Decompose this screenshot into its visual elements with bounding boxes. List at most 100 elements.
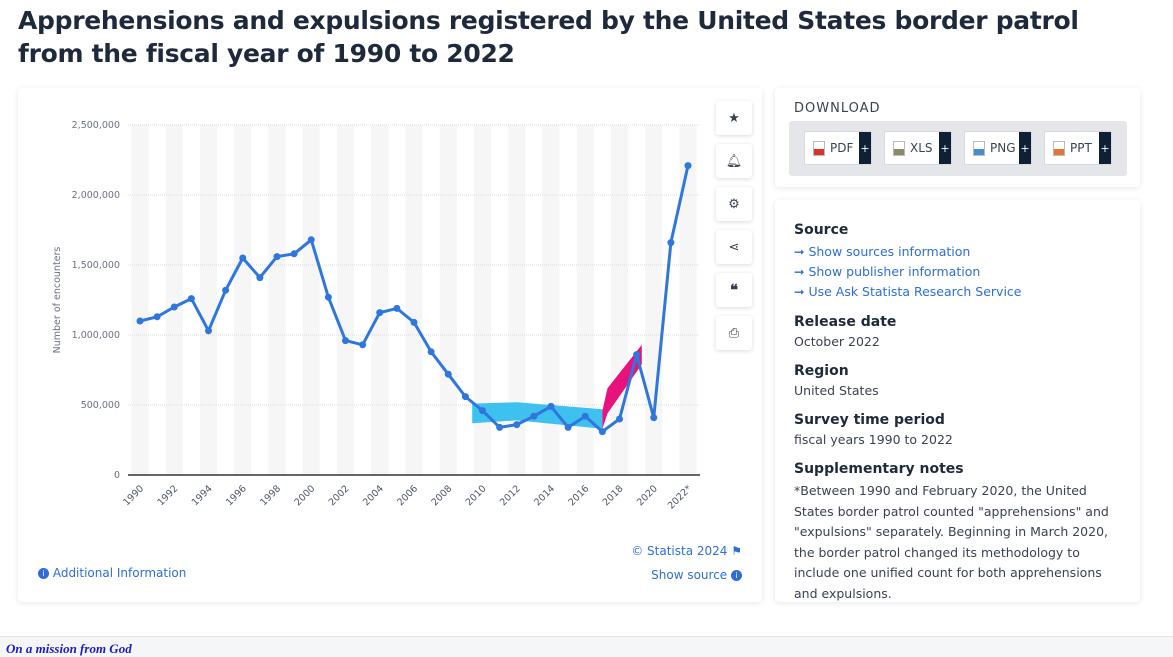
plus-icon[interactable]: + <box>859 132 871 164</box>
data-point <box>359 341 367 349</box>
show-source-link[interactable]: Show source i <box>651 568 742 582</box>
data-point <box>581 412 589 420</box>
x-tick-label: 2000 <box>292 483 317 508</box>
y-tick-label: 0 <box>114 470 120 481</box>
chart-card: 0 500,000 1,000,000 1,500,000 2,000,000 2,500… <box>18 88 762 602</box>
source-title: Source <box>794 222 849 238</box>
y-tick-label: 2,000,000 <box>72 190 120 201</box>
download-png-button[interactable]: PNG + <box>964 131 1032 165</box>
x-tick-label: 2022* <box>666 483 694 511</box>
data-point <box>513 421 521 429</box>
bell-icon[interactable]: 🔔︎ <box>716 144 752 178</box>
data-point <box>256 274 264 282</box>
data-point <box>461 393 469 401</box>
supplementary-notes-title: Supplementary notes <box>794 461 964 477</box>
x-tick-label: 2020 <box>635 483 660 508</box>
grid-band <box>336 125 355 475</box>
download-title: DOWNLOAD <box>794 101 881 116</box>
x-tick-label: 1990 <box>121 483 146 508</box>
plus-icon[interactable]: + <box>1019 132 1031 164</box>
data-point <box>307 236 315 244</box>
show-sources-link[interactable]: ➞ Show sources information <box>794 244 971 259</box>
star-icon[interactable]: ★ <box>716 101 752 135</box>
download-pdf-button[interactable]: PDF + <box>804 131 872 165</box>
grid-band <box>371 125 389 475</box>
grid-band <box>234 125 252 475</box>
data-point <box>393 304 401 312</box>
ppt-file-icon <box>1053 140 1065 156</box>
grid-band <box>679 125 697 475</box>
x-tick-label: 2010 <box>464 483 489 508</box>
grid-band <box>199 125 218 475</box>
data-point <box>222 286 230 294</box>
gear-icon[interactable]: ⚙ <box>716 187 752 221</box>
grid-band <box>473 125 492 475</box>
y-tick-label: 2,500,000 <box>72 120 120 131</box>
data-point <box>187 295 195 303</box>
grid-band <box>508 125 526 475</box>
quote-icon[interactable]: ❝ <box>716 273 752 307</box>
grid-band <box>645 125 663 475</box>
data-point <box>444 370 452 378</box>
data-point <box>667 239 675 247</box>
data-point <box>530 412 538 420</box>
copyright-link[interactable]: © Statista 2024 ⚑ <box>631 544 742 558</box>
x-tick-label: 2016 <box>566 483 591 508</box>
page-title: Apprehensions and expulsions registered … <box>18 6 1079 68</box>
grid-band <box>542 125 560 475</box>
plus-icon[interactable]: + <box>939 132 951 164</box>
line-chart: 0 500,000 1,000,000 1,500,000 2,000,000 2,500… <box>52 120 700 512</box>
link-label: Use Ask Statista Research Service <box>808 284 1022 299</box>
chart-toolbar: ★ 🔔︎ ⚙ ⋖ ❝ ⎙ <box>716 101 752 350</box>
data-point <box>547 402 555 410</box>
download-xls-button[interactable]: XLS + <box>884 131 952 165</box>
data-point <box>616 415 623 423</box>
plus-icon[interactable]: + <box>1099 132 1111 164</box>
print-icon[interactable]: ⎙ <box>716 316 752 350</box>
ask-statista-link[interactable]: ➞ Use Ask Statista Research Service <box>794 284 1022 299</box>
png-file-icon <box>973 140 985 156</box>
link-label: Show publisher information <box>808 264 981 279</box>
x-tick-label: 2008 <box>429 483 454 508</box>
survey-period: fiscal years 1990 to 2022 <box>794 432 953 447</box>
grid-band <box>302 125 320 475</box>
download-card: DOWNLOAD PDF + XLS + PNG + PPT + <box>775 88 1140 187</box>
data-point <box>136 317 144 325</box>
download-buttons: PDF + XLS + PNG + PPT + <box>789 121 1127 176</box>
release-date-title: Release date <box>794 314 897 330</box>
data-point <box>376 309 384 317</box>
download-label: XLS <box>910 141 933 155</box>
divider <box>0 636 1173 637</box>
share-icon[interactable]: ⋖ <box>716 230 752 264</box>
data-point <box>633 351 641 359</box>
y-tick-label: 500,000 <box>81 400 120 411</box>
data-point <box>564 423 572 431</box>
x-tick-label: 2012 <box>498 483 523 508</box>
supplementary-notes: *Between 1990 and February 2020, the Uni… <box>794 483 1109 601</box>
data-point <box>410 318 418 326</box>
data-point <box>153 313 161 321</box>
data-point <box>684 162 692 170</box>
x-tick-label: 2006 <box>395 483 420 508</box>
grid-band <box>439 125 457 475</box>
download-ppt-button[interactable]: PPT + <box>1044 131 1112 165</box>
show-publisher-link[interactable]: ➞ Show publisher information <box>794 264 981 279</box>
data-point <box>170 303 178 311</box>
link-label: Show sources information <box>808 244 971 259</box>
data-point <box>427 348 435 356</box>
x-tick-label: 1996 <box>224 483 249 508</box>
y-tick-label: 1,000,000 <box>72 330 120 341</box>
x-tick-label: 1998 <box>258 483 283 508</box>
grid-band <box>165 125 183 475</box>
download-label: PNG <box>990 141 1016 155</box>
data-point <box>342 337 349 345</box>
data-point <box>205 327 212 335</box>
data-point <box>239 254 247 262</box>
copyright-text: © Statista 2024 <box>631 544 728 558</box>
y-axis-label: Number of encounters <box>52 247 63 354</box>
additional-information-link[interactable]: i Additional Information <box>38 566 186 580</box>
x-tick-label: 2014 <box>532 483 557 508</box>
highlight-band <box>602 344 642 429</box>
data-point <box>496 423 504 431</box>
show-source-label: Show source <box>651 568 728 582</box>
